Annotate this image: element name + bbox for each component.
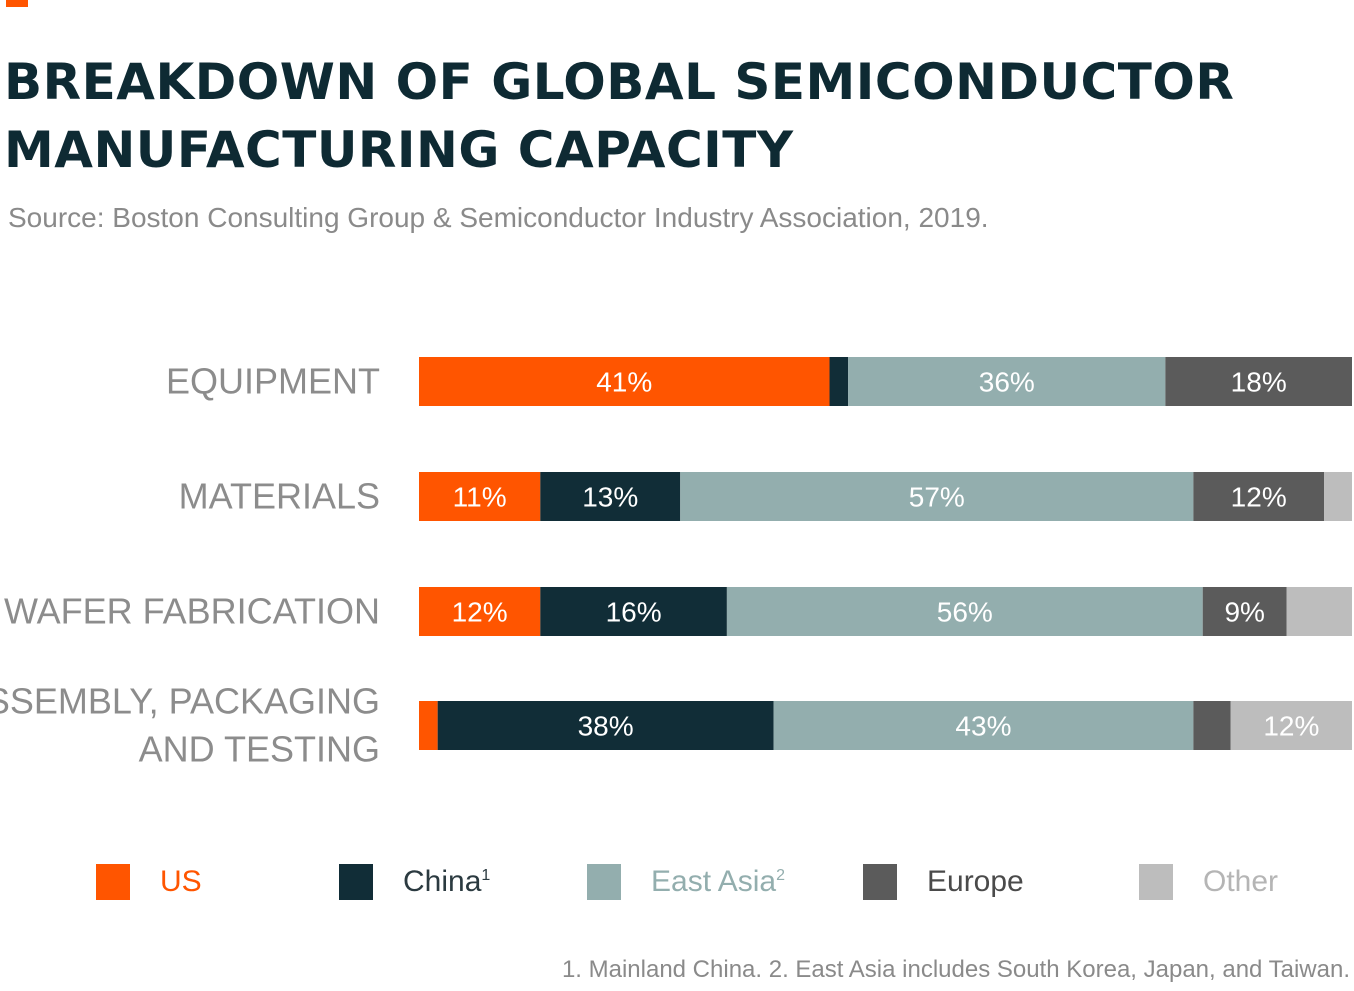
data-label: 12%	[1231, 482, 1287, 513]
bar-segment	[1286, 587, 1352, 636]
bar-segment	[540, 587, 727, 636]
bar-segment	[1202, 587, 1287, 636]
data-label: 43%	[955, 711, 1011, 742]
category-label: ASSEMBLY, PACKAGING	[0, 681, 380, 722]
legend-footnote-marker: 2	[776, 867, 785, 884]
bar-segment	[419, 701, 438, 750]
data-label: 11%	[453, 482, 507, 513]
legend-footnote-marker: 1	[481, 867, 491, 884]
bar-segment	[680, 472, 1194, 521]
chart-legend: US China1 East Asia2 Europe Other	[0, 862, 1354, 902]
legend-label-text: China	[403, 865, 482, 898]
legend-swatch	[1139, 864, 1173, 900]
bar-segment	[419, 472, 541, 521]
bar-segment	[419, 587, 541, 636]
data-label: 18%	[1231, 367, 1287, 398]
legend-label-text: Europe	[927, 865, 1024, 898]
data-label: 13%	[582, 482, 638, 513]
legend-swatch	[587, 864, 621, 900]
bar-segment	[773, 701, 1194, 750]
category-label: MATERIALS	[179, 476, 380, 517]
category-label: AND TESTING	[139, 729, 380, 770]
data-label: 9%	[1224, 597, 1264, 628]
data-label: 12%	[452, 597, 508, 628]
bar-segment	[726, 587, 1203, 636]
category-label: WAFER FABRICATION	[4, 591, 380, 632]
chart-title-line-1: BREAKDOWN OF GLOBAL SEMICONDUCTOR	[4, 53, 1235, 111]
stacked-bar-chart: EQUIPMENT 41% 36% 18% MATERIALS 11% 13% 57% 12% W…	[0, 357, 1352, 770]
data-label: 56%	[937, 597, 993, 628]
accent-mark	[6, 0, 28, 7]
bar-segment	[1193, 472, 1325, 521]
legend-label: East Asia2	[651, 865, 785, 899]
legend-item: China1	[339, 862, 490, 902]
data-label: 57%	[909, 482, 965, 513]
legend-label: China1	[403, 865, 490, 899]
data-label: 41%	[596, 367, 652, 398]
chart-subtitle: Source: Boston Consulting Group & Semico…	[8, 202, 989, 233]
bar-segment	[848, 357, 1166, 406]
legend-swatch	[96, 864, 130, 900]
category-label: EQUIPMENT	[166, 361, 380, 402]
bar-segment	[437, 701, 774, 750]
data-label: 12%	[1263, 711, 1319, 742]
bar-segment	[1193, 701, 1231, 750]
legend-item: Other	[1139, 862, 1278, 902]
legend-item: Europe	[863, 862, 1024, 902]
bar-segment	[540, 472, 681, 521]
bar-segment	[1230, 701, 1352, 750]
legend-label: Europe	[927, 865, 1024, 899]
data-label: 16%	[606, 597, 662, 628]
chart-title: BREAKDOWN OF GLOBAL SEMICONDUCTOR MANUFA…	[4, 48, 1234, 184]
chart-title-line-2: MANUFACTURING CAPACITY	[4, 121, 794, 179]
legend-label: US	[160, 865, 202, 899]
legend-label: Other	[1203, 865, 1278, 899]
bar-segment	[1165, 357, 1352, 406]
legend-label-text: East Asia	[651, 865, 777, 898]
legend-item: East Asia2	[587, 862, 785, 902]
legend-item: US	[96, 862, 202, 902]
bar-segment	[829, 357, 849, 406]
data-label: 36%	[979, 367, 1035, 398]
legend-swatch	[339, 864, 373, 900]
footnote: 1. Mainland China. 2. East Asia includes…	[561, 956, 1350, 983]
legend-label-text: Other	[1203, 865, 1279, 898]
legend-label-text: US	[160, 865, 202, 898]
legend-swatch	[863, 864, 897, 900]
bar-segment	[1324, 472, 1352, 521]
data-label: 38%	[578, 711, 634, 742]
bar-segment	[419, 357, 830, 406]
